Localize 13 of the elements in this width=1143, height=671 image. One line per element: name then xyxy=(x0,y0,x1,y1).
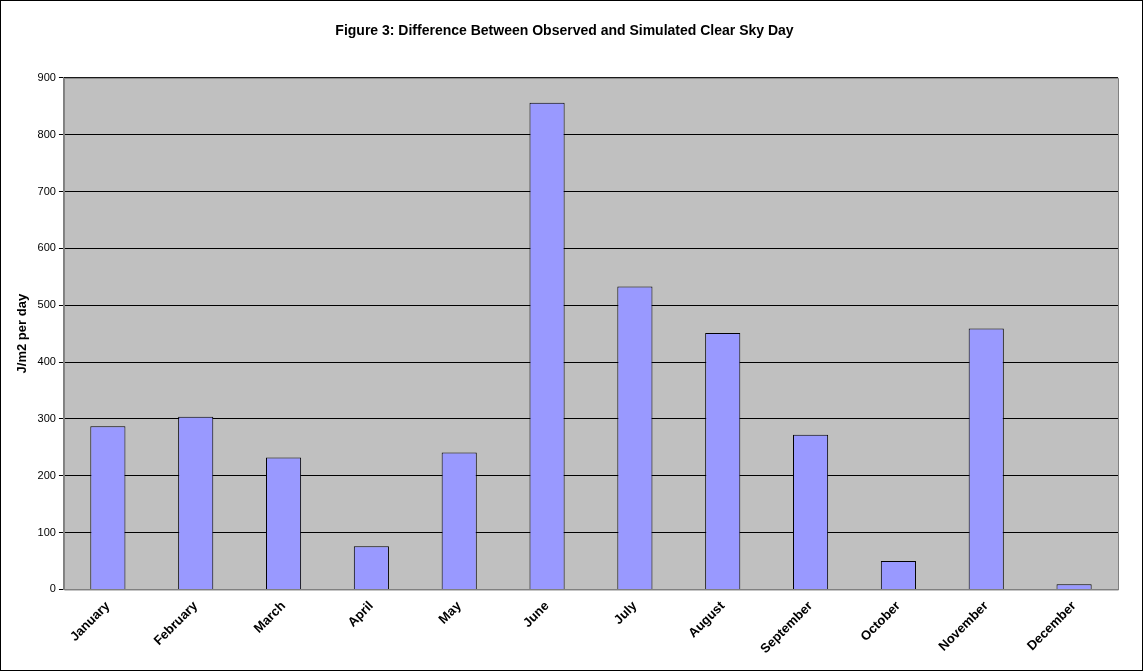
y-tick-label: 100 xyxy=(37,525,56,538)
y-tick-label: 600 xyxy=(37,241,56,254)
y-tick-label: 200 xyxy=(37,468,56,481)
y-tick-label: 400 xyxy=(37,355,56,368)
y-tick-label: 0 xyxy=(49,582,56,595)
y-axis-title: J/m2 per day xyxy=(14,293,30,374)
y-tick-label: 500 xyxy=(37,298,56,311)
y-tick-label: 300 xyxy=(37,411,56,424)
y-tick-label: 800 xyxy=(37,127,56,140)
y-tick-label: 700 xyxy=(37,184,56,197)
y-tick-label: 900 xyxy=(37,70,56,83)
chart-title: Figure 3: Difference Between Observed and Simulated Clear Sky Day xyxy=(335,22,794,39)
x-tick-label: May xyxy=(435,597,465,627)
